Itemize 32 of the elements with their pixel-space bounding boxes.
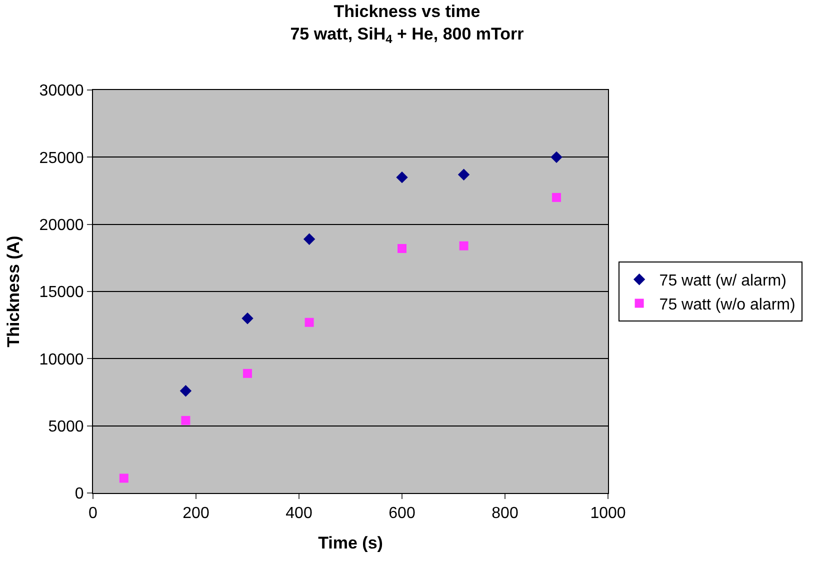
x-axis-title: Time (s) [318,534,383,553]
chart-title: Thickness vs time [334,2,480,22]
point [396,171,408,184]
point [458,168,470,180]
point [398,244,406,254]
point [303,233,316,245]
point [180,385,192,397]
y-tick-label: 25000 [39,150,84,167]
chart-subtitle: 75 watt, SiH$_{4}$ + He, 800 mTorr [290,24,524,46]
point [119,474,128,483]
y-tick-label: 20000 [39,216,84,234]
x-tick-label: 600 [388,505,416,522]
x-tick-label: 200 [182,505,210,522]
x-tick-label: 0 [88,505,98,522]
y-tick-label: 10000 [39,351,84,368]
legend-label: 75 watt (w/ alarm) [659,272,786,290]
y-tick-label: 0 [74,486,84,503]
point [552,192,561,202]
point [243,368,252,378]
x-tick-label: 400 [286,505,312,522]
point [242,312,254,324]
y-tick-label: 15000 [39,284,84,302]
y-axis-title: Thickness (A) [4,236,23,348]
point [550,151,562,164]
x-tick-label: 1000 [590,505,626,522]
x-tick-label: 800 [492,505,518,522]
point [304,318,314,327]
y-tick-label: 30000 [39,82,84,100]
y-tick-label: 5000 [48,418,84,436]
point [459,241,468,250]
point [181,416,190,425]
legend-label: 75 watt (w/o alarm) [659,296,796,314]
